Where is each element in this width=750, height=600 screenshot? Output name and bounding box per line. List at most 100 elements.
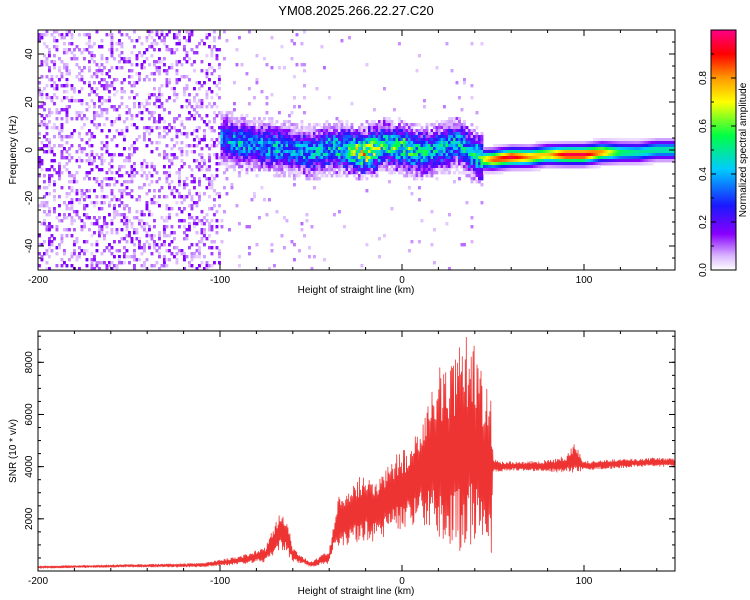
spectrogram-cell [423,99,426,103]
spectrogram-cell [478,165,481,169]
spectrogram-cell [613,159,616,163]
spectrogram-cell [310,129,314,133]
spectrogram-cell [563,144,566,148]
spectrogram-cell [385,129,389,133]
spectrogram-cell [463,156,466,160]
spectrogram-cell [495,147,499,151]
spectrogram-cell [415,144,419,148]
spectrogram-cell [53,237,56,241]
spectrogram-cell [340,174,344,178]
spectrogram-cell [148,213,151,217]
spectrogram-cell [95,63,99,67]
spectrogram-cell [110,84,114,88]
spectrogram-cell [255,243,259,247]
spectrogram-cell [303,159,306,163]
spectrogram-cell [593,138,596,142]
spectrogram-cell [250,168,254,172]
spectrogram-cell [480,171,484,175]
spectrogram-cell [175,117,179,121]
spectrogram-cell [463,78,466,82]
spectrogram-cell [370,144,374,148]
spectrogram-cell [375,144,379,148]
spectrogram-cell [48,51,51,55]
spectrogram-cell [280,171,284,175]
spectrogram-cell [163,39,166,43]
spectrogram-cell [475,144,479,148]
spectrogram-cell [443,126,446,130]
spectrogram-cell [305,156,309,160]
spectrogram-cell [480,150,484,154]
spectrogram-cell [228,129,231,133]
spectrogram-cell [45,186,49,190]
spectrogram-cell [373,120,376,124]
spectrogram-cell [110,81,114,85]
spectrogram-cell [440,129,444,133]
spectrogram-cell [268,129,271,133]
spectrogram-cell [90,234,94,238]
spectrogram-cell [463,135,466,139]
spectrogram-cell [583,150,586,154]
spectrogram-cell [148,138,151,142]
spectrogram-cell [610,141,614,145]
spectrogram-ylabel: Frequency (Hz) [8,116,19,185]
spectrogram-cell [623,141,626,145]
spectrogram-cell [480,153,484,157]
spectrogram-cell [100,207,104,211]
spectrogram-cell [125,111,129,115]
spectrogram-cell [428,165,431,169]
spectrogram-cell [158,117,161,121]
spectrogram-cell [458,177,461,181]
spectrogram-cell [145,174,149,178]
spectrogram-cell [188,78,191,82]
spectrogram-cell [378,162,381,166]
spectrogram-cell [225,165,229,169]
spectrogram-cell [395,162,399,166]
spectrogram-cell [53,54,56,58]
spectrogram-cell [85,48,89,52]
spectrogram-cell [133,84,136,88]
spectrogram-cell [85,249,89,253]
spectrogram-cell [225,114,229,118]
spectrogram-cell [160,216,164,220]
spectrogram-cell [60,240,64,244]
spectrogram-cell [393,147,396,151]
spectrogram-cell [128,255,131,259]
spectrogram-cell [113,135,116,139]
spectrogram-cell [338,126,341,130]
spectrogram-cell [340,162,344,166]
spectrogram-cell [443,129,446,133]
spectrogram-cell [385,132,389,136]
spectrogram-cell [243,141,246,145]
y-tick-label: 40 [24,48,35,60]
spectrogram-cell [300,135,304,139]
spectrogram-cell [48,210,51,214]
spectrogram-cell [415,162,419,166]
spectrogram-cell [103,249,106,253]
spectrogram-cell [323,171,326,175]
spectrogram-cell [360,162,364,166]
spectrogram-cell [325,168,329,172]
spectrogram-cell [288,150,291,154]
spectrogram-cell [195,222,199,226]
spectrogram-cell [50,60,54,64]
spectrogram-cell [100,54,104,58]
spectrogram-cell [65,195,69,199]
spectrogram-cell [573,147,576,151]
spectrogram-cell [133,141,136,145]
spectrogram-cell [398,126,401,130]
spectrogram-cell [435,168,439,172]
spectrogram-cell [223,129,226,133]
spectrogram-cell [165,78,169,82]
spectrogram-cell [490,162,494,166]
spectrogram-cell [353,171,356,175]
spectrogram-cell [173,153,176,157]
spectrogram-cell [170,159,174,163]
spectrogram-cell [158,135,161,139]
spectrogram-cell [220,147,224,151]
spectrogram-cell [398,42,401,46]
spectrogram-cell [633,156,636,160]
spectrogram-cell [268,165,271,169]
spectrogram-cell [123,135,126,139]
spectrogram-cell [435,141,439,145]
spectrogram-cell [460,171,464,175]
